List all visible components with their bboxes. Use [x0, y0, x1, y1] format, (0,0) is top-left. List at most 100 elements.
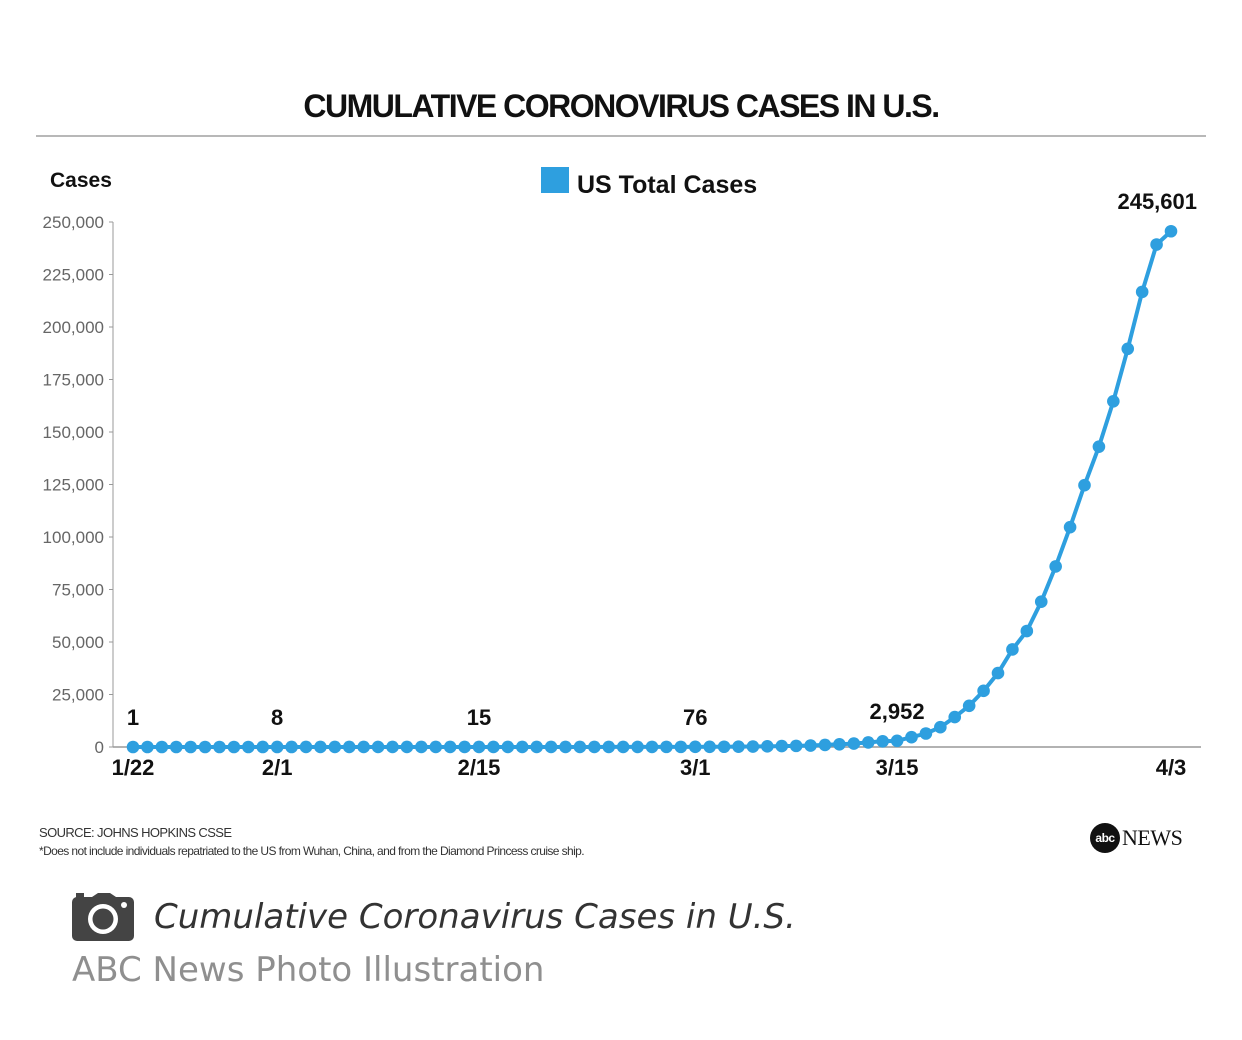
data-label: 2,952	[870, 699, 925, 724]
data-point	[299, 740, 313, 754]
data-point	[962, 699, 976, 713]
data-label: 245,601	[1117, 189, 1197, 214]
data-point	[443, 740, 457, 754]
data-point	[1078, 478, 1091, 492]
data-label: 1	[127, 705, 139, 730]
photo-credit: ABC News Photo Illustration	[72, 950, 545, 990]
y-tick-label: 0	[95, 738, 104, 757]
series-us-total-cases	[126, 224, 1178, 754]
source-note: SOURCE: JOHNS HOPKINS CSSE	[39, 825, 232, 840]
x-axis: 1/22 2/1 2/15 3/1 3/15 4/3	[112, 746, 1201, 780]
data-point	[732, 740, 745, 753]
y-tick-label: 50,000	[52, 633, 104, 652]
y-tick-label: 100,000	[43, 528, 104, 547]
data-label: 8	[271, 705, 283, 730]
y-tick-label: 25,000	[52, 686, 104, 705]
series-line	[133, 229, 1173, 749]
x-tick-label: 3/1	[680, 755, 711, 780]
data-point	[400, 740, 414, 754]
x-tick-label: 4/3	[1156, 755, 1187, 780]
y-tick-label: 250,000	[43, 213, 104, 232]
data-point	[1006, 643, 1019, 656]
data-point	[1020, 624, 1034, 638]
chart-title: CUMULATIVE CORONOVIRUS CASES IN U.S.	[303, 88, 940, 124]
x-tick-label: 3/15	[876, 755, 919, 780]
data-label: 76	[683, 705, 707, 730]
data-point	[530, 740, 543, 754]
data-point	[184, 740, 197, 754]
data-point	[314, 740, 327, 754]
y-tick-label: 175,000	[43, 371, 104, 390]
data-point	[674, 740, 688, 754]
data-point	[602, 740, 616, 754]
data-point	[141, 740, 154, 754]
data-point	[616, 740, 630, 754]
data-point	[645, 740, 659, 754]
data-point	[386, 740, 399, 754]
camera-icon	[72, 893, 134, 941]
data-point	[761, 740, 774, 753]
data-point	[746, 740, 760, 753]
data-point	[861, 736, 875, 749]
footnote: *Does not include individuals repatriate…	[39, 844, 585, 858]
data-point	[1063, 520, 1077, 534]
data-point	[573, 740, 587, 754]
data-point	[1164, 224, 1178, 238]
abc-news-logo: abc NEWS	[1090, 823, 1183, 853]
y-tick-label: 125,000	[43, 476, 104, 495]
y-tick-label: 225,000	[43, 266, 104, 285]
data-point	[285, 740, 298, 754]
data-point	[688, 740, 702, 754]
photo-caption: Cumulative Coronavirus Cases in U.S.	[72, 893, 796, 941]
data-point	[371, 740, 385, 754]
data-point	[890, 734, 904, 748]
data-point	[1092, 440, 1106, 453]
data-point	[126, 740, 140, 754]
data-point	[544, 740, 558, 754]
data-point	[847, 737, 861, 750]
data-point	[789, 739, 803, 753]
data-point	[905, 730, 918, 744]
data-point	[703, 740, 716, 754]
y-axis: 0 25,000 50,000 75,000 100,000 125,000 150,000…	[43, 213, 114, 757]
data-point	[1135, 285, 1149, 299]
data-point	[717, 740, 731, 754]
x-tick-label: 2/1	[262, 755, 293, 780]
data-point	[501, 740, 515, 754]
data-point	[515, 740, 529, 754]
data-point	[588, 740, 601, 754]
data-point	[991, 666, 1005, 680]
y-axis-label: Cases	[50, 169, 112, 192]
data-point	[934, 720, 947, 734]
data-point	[328, 740, 342, 754]
news-logo-text: NEWS	[1122, 825, 1183, 850]
legend-label: US Total Cases	[577, 171, 757, 199]
data-point	[256, 740, 270, 754]
data-point	[458, 740, 471, 754]
data-point	[429, 740, 443, 754]
data-point	[559, 740, 572, 754]
data-label: 15	[467, 705, 491, 730]
data-point	[1034, 595, 1048, 608]
title-divider	[36, 135, 1206, 137]
data-point	[775, 739, 789, 753]
data-point	[198, 740, 212, 754]
data-annotations: 1 8 15 76 2,952 245,601	[127, 189, 1197, 730]
data-point	[1121, 342, 1135, 356]
y-tick-label: 150,000	[43, 423, 104, 442]
data-point	[1150, 238, 1163, 251]
data-point	[472, 740, 486, 754]
data-point	[1049, 560, 1062, 573]
abc-logo-circle: abc	[1090, 823, 1120, 853]
caption-text: Cumulative Coronavirus Cases in U.S.	[154, 897, 796, 937]
data-point	[155, 740, 169, 754]
x-tick-label: 1/22	[112, 755, 155, 780]
data-point	[919, 727, 933, 740]
data-point	[357, 740, 370, 754]
data-point	[818, 738, 832, 752]
data-point	[242, 740, 255, 754]
data-point	[1107, 394, 1120, 408]
data-point	[342, 740, 356, 754]
data-point	[948, 710, 962, 724]
data-point	[487, 740, 500, 754]
